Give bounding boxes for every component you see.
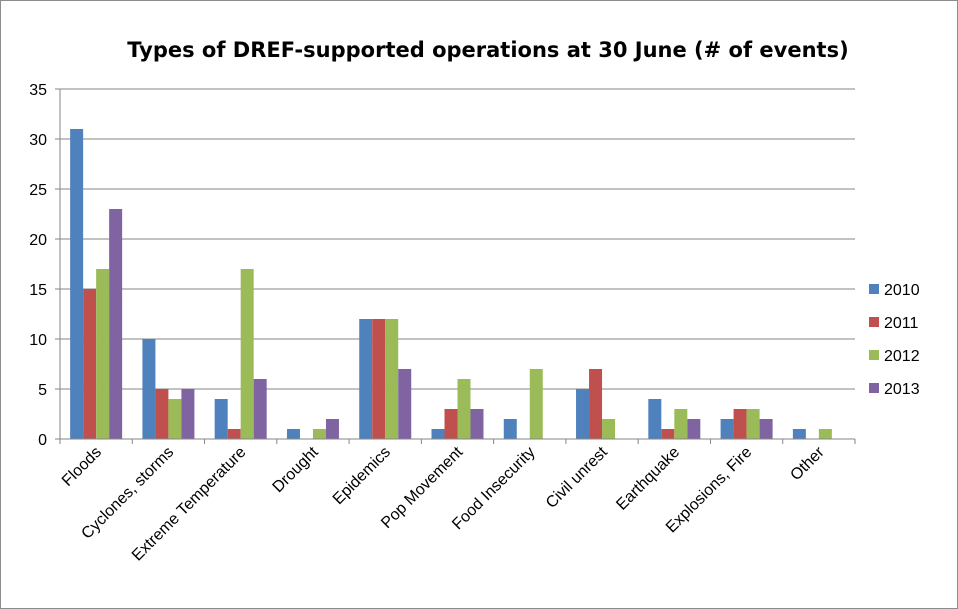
bar-2012	[746, 409, 760, 439]
bar-2013	[687, 419, 701, 439]
legend-label: 2012	[884, 348, 920, 365]
y-tick-label: 30	[29, 132, 47, 149]
legend: 2010 2011 2012 2013	[869, 282, 920, 398]
bar-2012	[818, 429, 832, 439]
bar-2011	[589, 369, 603, 439]
legend-label: 2013	[884, 381, 920, 398]
bar-2010	[431, 429, 445, 439]
legend-swatch	[869, 317, 879, 327]
bar-2012	[312, 429, 326, 439]
bar-2012	[240, 269, 254, 439]
y-tick-label: 15	[29, 282, 47, 299]
gridlines	[60, 88, 855, 390]
legend-swatch	[869, 350, 879, 360]
x-tick-label: Earthquake	[613, 444, 683, 514]
bar-2010	[720, 419, 734, 439]
bar-2010	[792, 429, 806, 439]
y-tick-label: 5	[38, 382, 47, 399]
legend-swatch	[869, 284, 879, 294]
bar-2012	[602, 419, 616, 439]
axes	[59, 89, 855, 440]
bar-2010	[503, 419, 517, 439]
chart-title: Types of DREF-supported operations at 30…	[127, 38, 848, 62]
bar-2013	[181, 389, 195, 439]
legend-label: 2010	[884, 282, 920, 299]
bar-2011	[444, 409, 458, 439]
y-tick-label: 20	[29, 232, 47, 249]
bar-2013	[470, 409, 484, 439]
x-tick-label: Other	[787, 443, 828, 484]
y-tick-label: 0	[38, 432, 47, 449]
bar-2012	[168, 399, 182, 439]
bars	[70, 129, 832, 439]
x-tick-label: Civil unrest	[543, 443, 611, 511]
bar-2010	[359, 319, 373, 439]
bar-2013	[253, 379, 267, 439]
x-tick-label: Drought	[270, 443, 323, 496]
y-tick-label: 25	[29, 182, 47, 199]
bar-2010	[286, 429, 300, 439]
y-tick-label: 10	[29, 332, 47, 349]
bar-2011	[227, 429, 241, 439]
bar-2012	[674, 409, 688, 439]
bar-2013	[109, 209, 123, 439]
bar-2012	[385, 319, 399, 439]
bar-2011	[372, 319, 386, 439]
x-tick-label: Epidemics	[330, 444, 394, 508]
bar-2011	[733, 409, 747, 439]
bar-2012	[529, 369, 543, 439]
bar-2010	[214, 399, 228, 439]
bar-2010	[576, 389, 590, 439]
x-tick-label: Floods	[59, 444, 105, 490]
y-tick-label: 35	[29, 82, 47, 99]
bar-2012	[96, 269, 110, 439]
bar-2011	[83, 289, 97, 439]
bar-2010	[142, 339, 156, 439]
bar-2013	[325, 419, 339, 439]
bar-2013	[759, 419, 773, 439]
y-axis-ticks: 0 5 10 15 20 25 30 35	[29, 82, 60, 449]
legend-swatch	[869, 383, 879, 393]
bar-2011	[155, 389, 169, 439]
bar-2012	[457, 379, 471, 439]
bar-2011	[661, 429, 675, 439]
bar-2010	[648, 399, 662, 439]
bar-2010	[70, 129, 84, 439]
bar-2013	[398, 369, 412, 439]
legend-label: 2011	[884, 315, 919, 332]
